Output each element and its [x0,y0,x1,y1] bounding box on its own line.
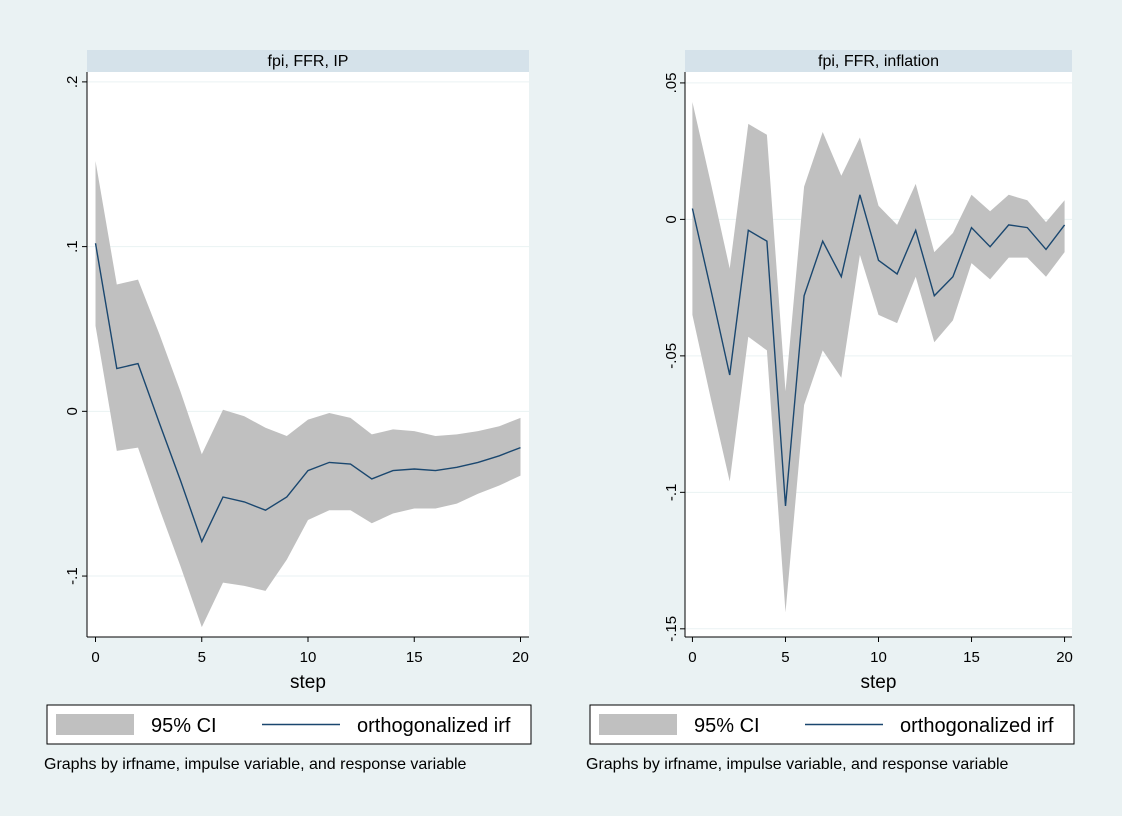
x-tick-label: 15 [963,649,980,666]
legend-label-ci: 95% CI [151,715,217,737]
y-tick-label: -.1 [64,567,81,585]
x-tick-label: 0 [688,649,696,666]
y-tick-label: -.15 [663,616,680,642]
x-tick-label: 20 [1056,649,1073,666]
x-tick-label: 10 [300,649,317,666]
x-tick-label: 0 [91,649,99,666]
legend-swatch-ci [599,714,677,735]
legend-swatch-ci [56,714,134,735]
x-tick-label: 5 [198,649,206,666]
x-axis-title: step [861,672,897,693]
y-tick-label: .1 [64,240,81,253]
irf-panel-ip: fpi, FFR, IP -.1 0 .1 .2 0 5 10 15 20 step 95% CI or… [44,50,532,773]
graph-note: Graphs by irfname, impulse variable, and… [44,756,467,773]
panel-title: fpi, FFR, inflation [818,53,939,70]
y-tick-label: .2 [64,76,81,89]
irf-line [691,194,1066,507]
x-axis-title: step [290,672,326,693]
x-tick-label: 20 [512,649,529,666]
panel-title-strip [685,50,1072,72]
legend-label-ci: 95% CI [694,715,760,737]
ci-band [692,102,1065,613]
x-tick-label: 5 [781,649,789,666]
y-tick-label: -.1 [663,484,680,502]
irf-panel-inflation: fpi, FFR, inflation -.15 -.1 -.05 0 .05 0 5 10 15… [586,50,1075,773]
y-tick-label: 0 [64,407,81,415]
ci-band [95,161,521,628]
irf-line [94,243,521,544]
y-tick-label: 0 [663,215,680,223]
graph-note: Graphs by irfname, impulse variable, and… [586,756,1009,773]
panel-title-strip [87,50,529,72]
y-tick-label: .05 [663,72,680,93]
panel-title: fpi, FFR, IP [268,53,349,70]
y-tick-label: -.05 [663,343,680,369]
x-tick-label: 15 [406,649,423,666]
legend-label-irf: orthogonalized irf [357,715,511,737]
x-tick-label: 10 [870,649,887,666]
legend-label-irf: orthogonalized irf [900,715,1054,737]
